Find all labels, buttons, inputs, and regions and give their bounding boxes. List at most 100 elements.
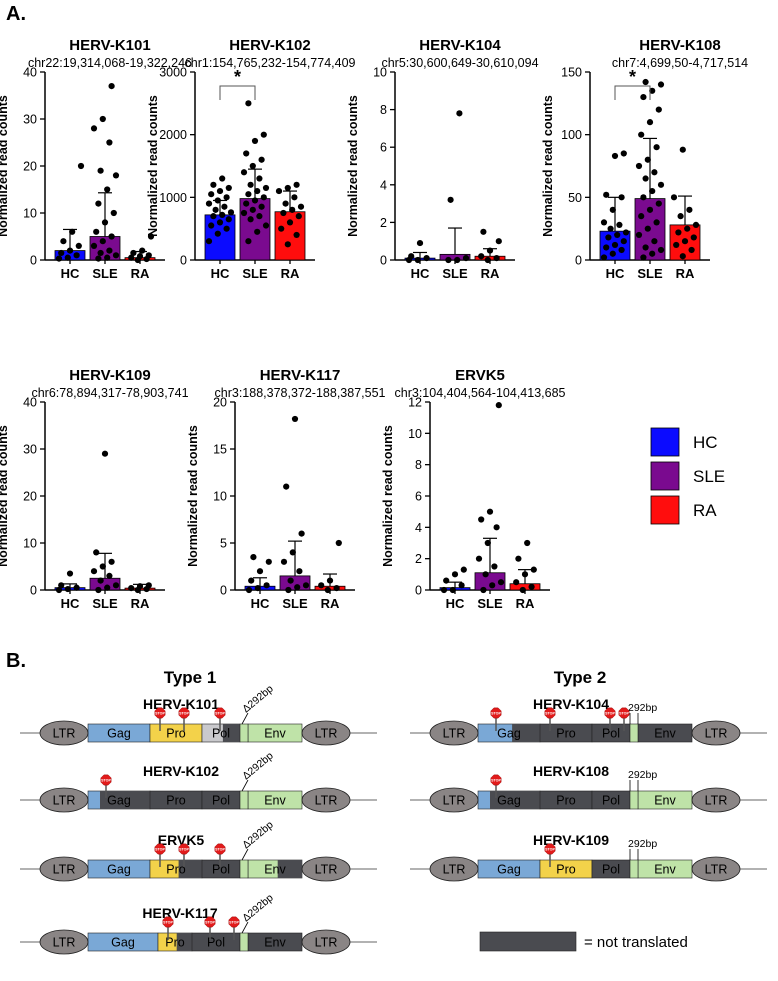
data-point (289, 206, 296, 213)
data-point (653, 144, 660, 151)
y-tick-label: 6 (380, 141, 387, 155)
data-point (205, 200, 213, 207)
data-point (251, 197, 259, 204)
data-point (622, 229, 630, 236)
data-point (521, 571, 529, 578)
data-point (245, 100, 252, 107)
data-point (440, 586, 448, 594)
segment-label-pro: Pro (166, 727, 186, 741)
data-point (600, 254, 608, 261)
y-tick-label: 12 (408, 396, 422, 410)
stop-icon-label: STOP (179, 712, 189, 716)
legend-label-ra: RA (693, 501, 717, 520)
segment-label-env: Env (654, 863, 676, 877)
ltr-right-label: LTR (315, 863, 338, 877)
data-point (77, 162, 85, 170)
chart-subtitle: chr22:19,314,068-19,322,246 (28, 56, 192, 70)
data-point (280, 558, 288, 565)
legend-swatch-ra (650, 495, 680, 525)
data-point (497, 579, 505, 586)
data-point (495, 402, 502, 409)
segment-label-pro: Pro (556, 863, 576, 877)
data-point (254, 187, 261, 195)
x-tick-label: SLE (242, 266, 268, 281)
data-point (491, 563, 498, 570)
y-tick-label: 0 (380, 254, 387, 268)
data-point (258, 203, 265, 210)
data-point (223, 194, 230, 201)
data-point (423, 255, 430, 262)
data-point (458, 582, 465, 589)
data-point (480, 228, 487, 235)
data-point (684, 225, 691, 232)
data-point (642, 175, 649, 182)
segment-label-env: Env (654, 727, 676, 741)
y-tick-label: 2 (415, 552, 422, 566)
data-point (293, 231, 300, 239)
y-tick-label: 20 (213, 396, 227, 410)
segment-label-pol: Pol (212, 794, 230, 808)
data-point (675, 229, 682, 236)
data-point (145, 252, 152, 259)
ltr-left-label: LTR (53, 863, 76, 877)
data-point (460, 566, 467, 573)
data-point (285, 586, 292, 594)
data-point (644, 156, 651, 163)
data-point (454, 256, 461, 264)
segment-label-env: Env (654, 794, 676, 808)
chart-subtitle: chr1:154,765,232-154,774,409 (185, 56, 356, 70)
segment-label-gag: Gag (497, 794, 521, 808)
data-point (651, 238, 658, 245)
stop-icon-label: STOP (179, 848, 189, 852)
stop-icon (100, 774, 112, 786)
data-point (688, 246, 695, 254)
data-point (605, 234, 612, 241)
data-point (136, 583, 144, 590)
x-tick-label: HC (606, 266, 625, 281)
y-tick-label: 15 (213, 443, 227, 457)
data-point (681, 238, 689, 245)
segment-label-pol: Pol (602, 863, 620, 877)
ltr-right (691, 856, 741, 882)
data-point (408, 253, 415, 260)
ltr-left (39, 720, 89, 746)
stop-icon-label: STOP (215, 712, 225, 716)
data-point (493, 524, 500, 531)
y-tick-label: 30 (23, 443, 37, 457)
data-point (262, 184, 270, 192)
panel-a-label: A. (6, 3, 26, 25)
data-point (106, 572, 113, 580)
data-point (64, 585, 71, 593)
stop-icon-label: STOP (215, 848, 225, 852)
data-point (296, 568, 303, 575)
y-tick-label: 10 (408, 427, 422, 441)
data-point (484, 539, 491, 547)
data-point (104, 186, 111, 193)
data-point (147, 233, 155, 240)
data-point (616, 221, 623, 229)
annotation-label: Δ292bp (240, 683, 276, 716)
genome-row-ervk5: Gag Pro Pol Env LTR LTR ERVK5 Δ292bp STOP STOP STO… (20, 819, 377, 882)
untranslated-part (490, 791, 540, 809)
x-tick-label: HC (211, 266, 230, 281)
data-point (519, 586, 526, 594)
data-point (128, 585, 135, 592)
x-tick-label: HC (61, 596, 80, 611)
chart-herv-k108: HERV-K108 chr7:4,699,50-4,717,514 Normaliz… (541, 37, 748, 281)
ltr-right (301, 787, 351, 813)
type-title-1: Type 1 (164, 668, 217, 687)
stop-icon (490, 707, 502, 719)
data-point (679, 146, 686, 153)
data-point (646, 206, 654, 213)
legend-label-hc: HC (693, 433, 718, 452)
annotation-label: 292bp (628, 838, 657, 850)
annotation-tick (241, 712, 249, 725)
y-axis-label: Normalized read counts (381, 425, 395, 567)
segment-292bp (239, 859, 249, 879)
data-point (640, 194, 647, 201)
segment-label-pro: Pro (556, 794, 576, 808)
data-point (524, 539, 531, 547)
data-point (282, 200, 289, 207)
